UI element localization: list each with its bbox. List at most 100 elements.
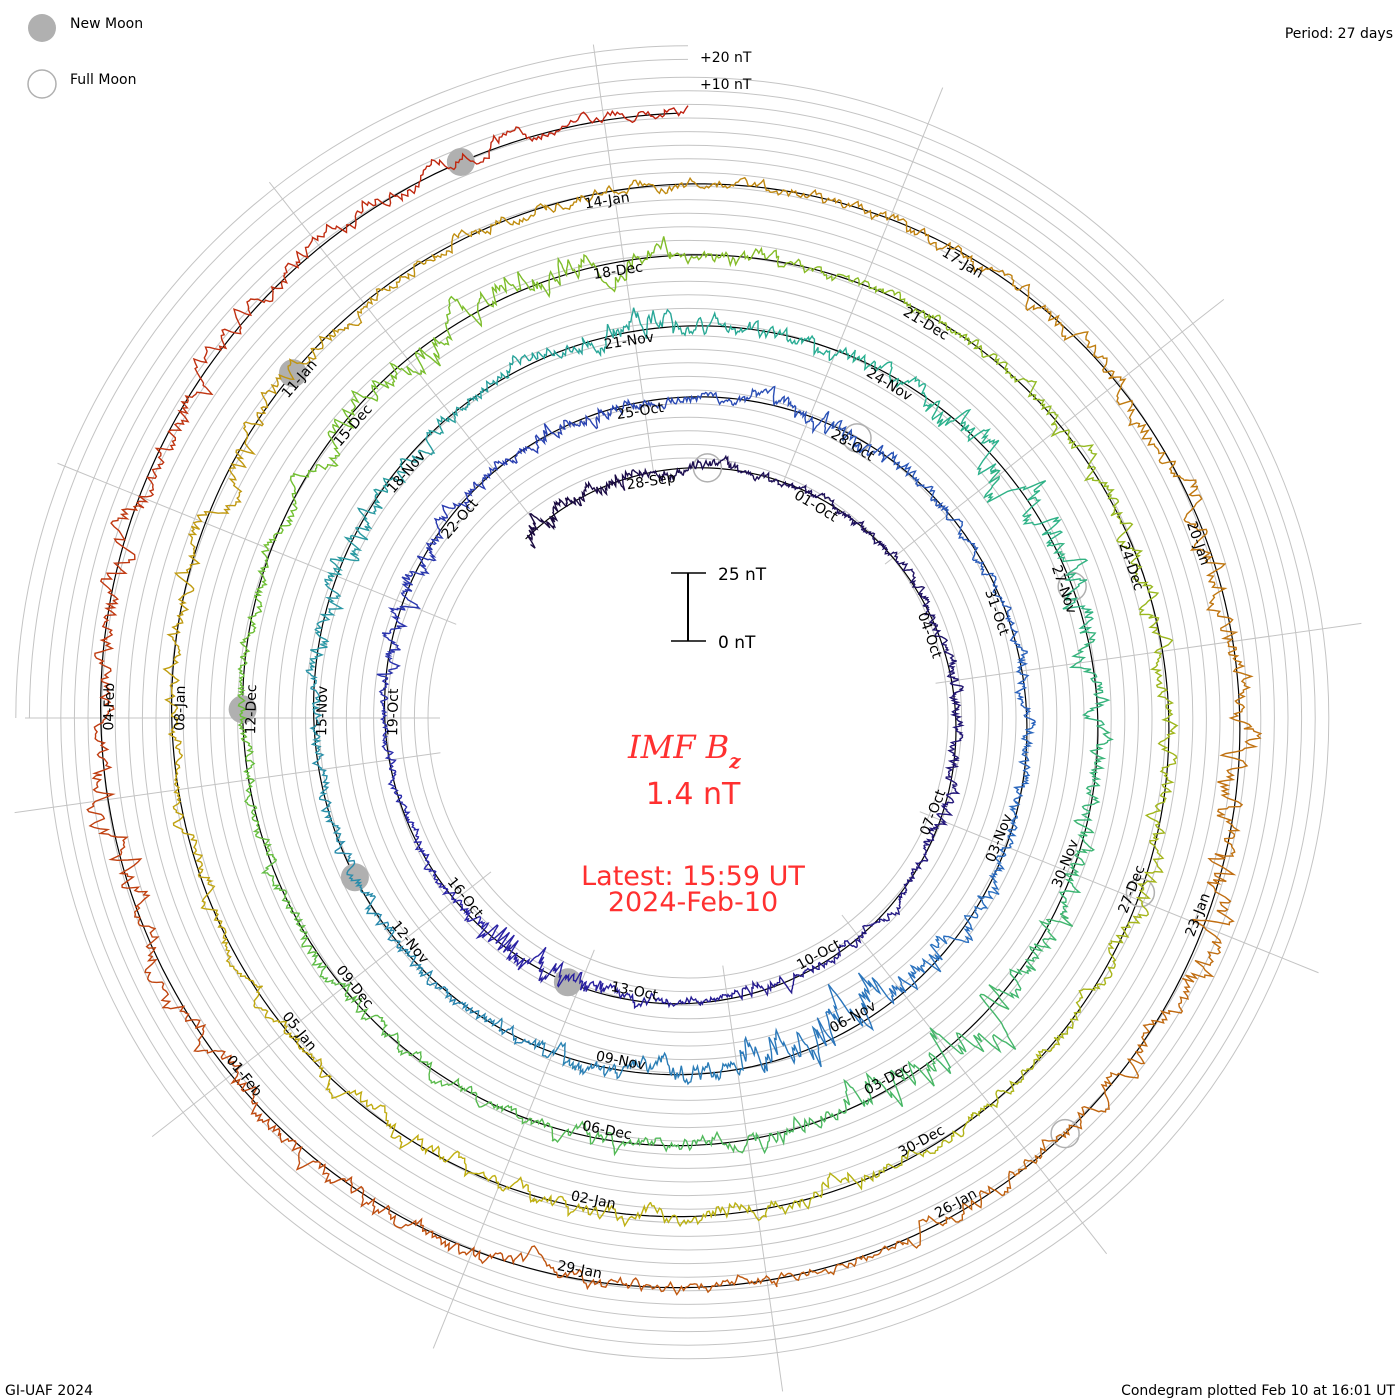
bz-day-segment <box>1148 616 1179 729</box>
bz-day-segment <box>987 572 1021 647</box>
bz-day-segment <box>336 259 436 334</box>
plotted-label: Condegram plotted Feb 10 at 16:01 UT <box>1121 1383 1395 1399</box>
bz-day-segment <box>1144 726 1178 839</box>
bz-day-segment <box>731 975 795 1001</box>
bz-day-segment <box>243 760 277 861</box>
bz-day-segment <box>86 775 151 908</box>
bz-day-segment <box>675 391 752 407</box>
bz-day-segment <box>378 676 390 749</box>
bz-day-segment <box>253 987 332 1087</box>
bz-day-segment <box>942 877 1000 945</box>
bz-day-segment <box>763 325 856 362</box>
bz-day-segment <box>1053 939 1117 1041</box>
bz-day-segment <box>426 981 503 1032</box>
bz-day-segment <box>790 188 910 233</box>
bz-day-segment <box>373 432 436 509</box>
zero-baseline-spiral <box>99 112 1241 1289</box>
bz-day-segment <box>928 984 1017 1075</box>
bz-day-segment <box>283 191 403 275</box>
bz-day-segment <box>428 375 501 436</box>
grid-ring-outer <box>28 58 689 719</box>
bz-day-segment <box>816 972 889 1047</box>
bz-day-segment <box>260 463 319 556</box>
radial-spoke <box>592 44 654 471</box>
bz-day-segment <box>326 505 383 582</box>
bz-day-segment <box>1058 819 1096 915</box>
radial-spoke <box>57 462 457 625</box>
bz-day-segment <box>566 474 626 507</box>
bz-day-segment <box>463 1085 554 1142</box>
bz-day-segment <box>750 385 825 435</box>
bz-day-segment <box>739 1025 822 1073</box>
bz-day-segment <box>388 1213 515 1266</box>
bz-day-segment <box>988 801 1021 880</box>
full-moon-marker <box>1050 1118 1080 1149</box>
bz-day-segment <box>524 109 666 143</box>
scale-top-label: 25 nT <box>718 565 767 585</box>
bz-day-segment <box>1001 913 1074 999</box>
full-moon-marker <box>1125 877 1156 908</box>
radial-spoke <box>151 871 492 1138</box>
bz-day-segment <box>944 722 965 787</box>
bz-day-segment <box>776 255 883 294</box>
bz-day-segment <box>983 468 1064 547</box>
bz-day-segment <box>972 1036 1061 1117</box>
bz-day-segment <box>499 343 585 380</box>
bz-day-segment <box>1012 724 1036 804</box>
new-moon-marker <box>340 863 369 892</box>
bz-day-segment <box>752 1098 848 1155</box>
bz-day-segment <box>643 1274 778 1296</box>
date-label: 04-Oct <box>914 610 945 661</box>
bz-day-segment <box>433 877 487 930</box>
bz-day-segment <box>136 386 214 509</box>
bz-day-segment <box>544 179 668 214</box>
new-moon-legend-icon <box>28 14 56 42</box>
date-label: 01-Oct <box>791 487 840 525</box>
bz-day-segment <box>669 246 780 268</box>
legend-full-moon-label: Full Moon <box>70 72 136 88</box>
date-label: 15-Nov <box>314 686 331 737</box>
bz-day-segment <box>849 901 901 949</box>
bz-day-segment <box>318 380 389 471</box>
full-moon-legend-icon <box>27 69 57 99</box>
radial-spoke <box>722 965 784 1392</box>
bz-day-segment <box>672 311 765 340</box>
bz-day-segment <box>1014 645 1037 726</box>
bz-day-segment <box>1014 1080 1110 1177</box>
bz-day-segment <box>581 307 674 358</box>
grid-rings <box>15 45 1330 1360</box>
bz-day-segment <box>1183 479 1228 605</box>
credit-label: GI-UAF 2024 <box>5 1383 93 1399</box>
bz-day-segment <box>887 935 948 1005</box>
bz-day-segment <box>538 960 604 992</box>
bz-day-segment <box>1050 421 1120 517</box>
bz-day-segment <box>431 202 548 261</box>
bz-day-segment <box>944 508 988 576</box>
bz-day-segment <box>891 551 931 605</box>
bz-day-segment <box>924 400 1000 476</box>
date-label: 16-Oct <box>444 874 487 921</box>
bz-day-segment <box>166 525 201 650</box>
bz-day-segment <box>881 288 980 346</box>
bz-day-segment <box>764 1170 877 1216</box>
grid-ring-outer <box>15 45 689 719</box>
bz-day-segment <box>1110 511 1160 619</box>
bz-day-segment <box>908 226 1021 291</box>
date-label: 28-Sep <box>625 470 676 493</box>
bz-day-segment <box>239 554 269 658</box>
radial-spoke <box>919 811 1319 974</box>
bz-day-segment <box>534 407 605 449</box>
latest-date: 2024-Feb-10 <box>608 887 778 918</box>
date-label: 17-Jan <box>939 245 986 282</box>
bz-day-segment <box>311 753 342 840</box>
bz-day-segment <box>526 497 569 549</box>
new-moon-marker <box>278 359 307 388</box>
bz-day-segment <box>1104 977 1191 1086</box>
current-value: 1.4 nT <box>646 777 741 812</box>
bz-day-segment <box>736 464 795 489</box>
radial-spoke <box>935 622 1362 684</box>
bz-day-segment <box>1182 853 1237 983</box>
bz-day-segment <box>99 505 139 640</box>
new-moon-marker <box>228 695 257 724</box>
bz-day-segment <box>325 1082 430 1156</box>
